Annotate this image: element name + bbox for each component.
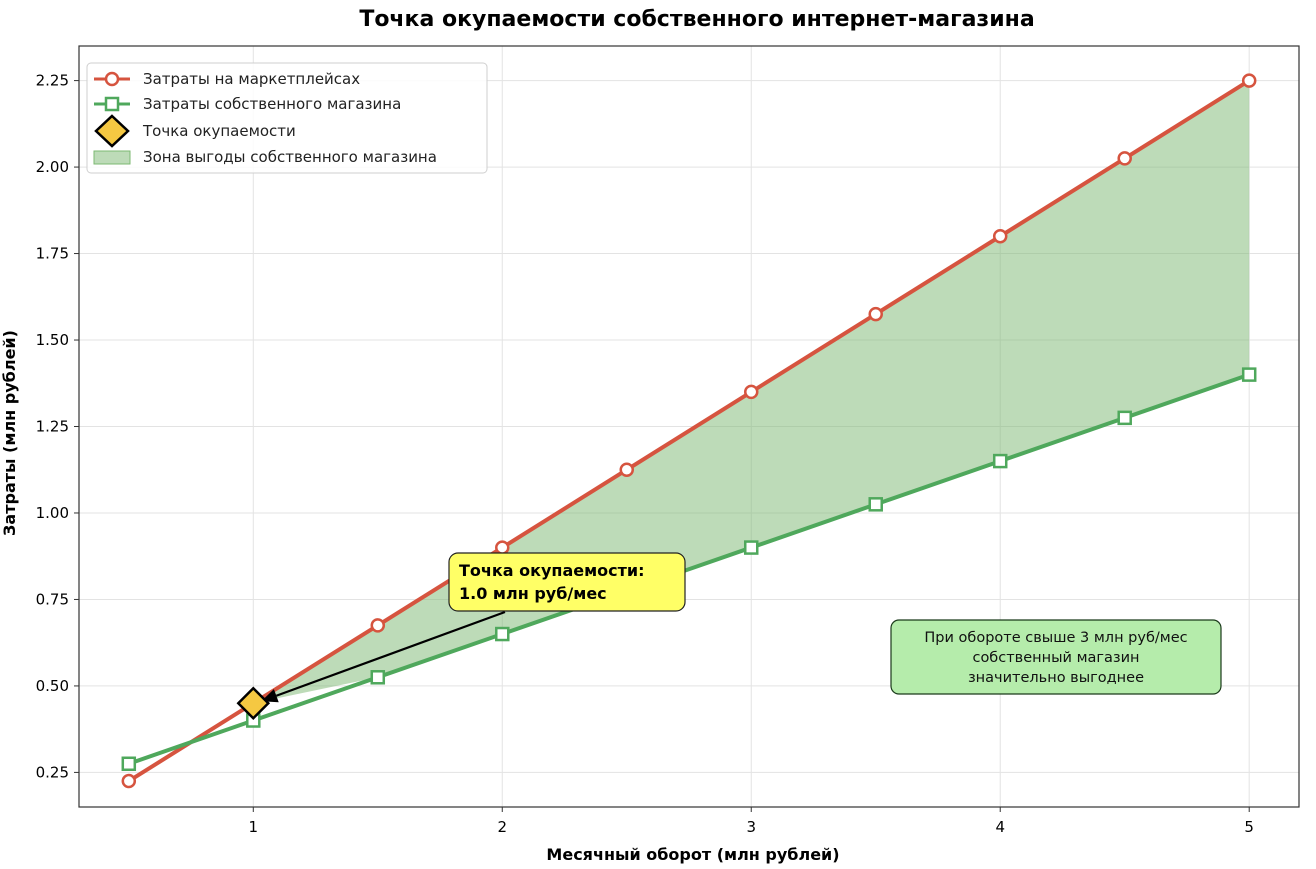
chart-title: Точка окупаемости собственного интернет-… xyxy=(359,7,1034,32)
legend-zone-label: Зона выгоды собственного магазина xyxy=(143,148,437,166)
series-0-point-6 xyxy=(868,306,883,322)
series-1-point-9 xyxy=(1241,367,1257,382)
x-tick-label-0: 1 xyxy=(249,818,259,836)
series-0-point-3 xyxy=(495,540,510,555)
note-line-1: При обороте свыше 3 млн руб/мес xyxy=(924,630,1187,646)
y-tick-label-1: 0.50 xyxy=(36,677,69,695)
legend-own-store-marker xyxy=(104,96,120,112)
breakeven-annotation: Точка окупаемости: 1.0 млн руб/мес xyxy=(261,552,686,703)
note-box xyxy=(890,619,1222,695)
note-line-2: собственный магазин xyxy=(972,650,1139,666)
legend-marketplace-marker xyxy=(104,71,120,87)
series-0-point-2 xyxy=(370,618,386,633)
series-1-point-2 xyxy=(370,670,386,685)
series-0-point-4 xyxy=(619,462,635,477)
x-ticks: 1 2 3 4 5 xyxy=(249,807,1254,836)
y-tick-label-7: 2.00 xyxy=(36,158,69,176)
x-tick-label-4: 5 xyxy=(1244,818,1254,836)
annotation-arrow-line xyxy=(275,610,506,697)
legend-breakeven-marker xyxy=(94,114,130,148)
grid xyxy=(79,46,1299,807)
series-0-point-7 xyxy=(992,229,1008,244)
legend-marketplace-label: Затраты на маркетплейсах xyxy=(143,70,360,88)
series-line-1 xyxy=(128,372,1250,766)
annotation-line-1: Точка окупаемости: xyxy=(459,561,645,580)
legend-box xyxy=(86,62,488,174)
series-0-point-0 xyxy=(121,773,137,789)
breakeven-point-marker xyxy=(236,686,271,720)
y-ticks: 0.25 0.50 0.75 1.00 1.25 1.50 1.75 2.00 2.25 xyxy=(36,72,79,781)
y-tick-label-5: 1.50 xyxy=(36,331,69,349)
series-lines xyxy=(127,78,1251,783)
note-line-3: значительно выгоднее xyxy=(968,670,1144,686)
series-0-point-5 xyxy=(743,384,759,400)
x-tick-label-3: 4 xyxy=(995,818,1005,836)
x-tick-label-2: 3 xyxy=(746,818,756,836)
series-1-point-3 xyxy=(495,626,510,642)
series-0-point-9 xyxy=(1241,73,1257,88)
series-1-point-0 xyxy=(121,756,137,772)
y-axis-label: Затраты (млн рублей) xyxy=(0,330,19,536)
series-1-point-7 xyxy=(992,453,1008,469)
note-box-group: При обороте свыше 3 млн руб/мес собствен… xyxy=(890,619,1222,695)
y-tick-label-2: 0.75 xyxy=(36,590,69,608)
x-tick-label-1: 2 xyxy=(497,818,507,836)
legend: Затраты на маркетплейсах Затраты собстве… xyxy=(86,62,488,174)
series-1-point-6 xyxy=(868,497,883,512)
legend-zone-swatch xyxy=(93,150,131,165)
series-1-point-5 xyxy=(743,540,759,555)
series-0-point-8 xyxy=(1117,151,1132,166)
series-1-point-8 xyxy=(1117,410,1132,426)
legend-breakeven-label: Точка окупаемости xyxy=(142,122,296,140)
annotation-line-2: 1.0 млн руб/мес xyxy=(459,584,607,603)
legend-own-store-label: Затраты собственного магазина xyxy=(143,95,401,113)
x-axis-label: Месячный оборот (млн рублей) xyxy=(546,845,839,864)
y-tick-label-4: 1.25 xyxy=(36,418,69,436)
annotation-box xyxy=(448,552,686,612)
series-line-0 xyxy=(127,78,1251,783)
y-tick-label-6: 1.75 xyxy=(36,245,69,263)
y-tick-label-0: 0.25 xyxy=(36,763,69,781)
y-tick-label-3: 1.00 xyxy=(36,504,69,522)
y-tick-label-8: 2.25 xyxy=(36,72,69,90)
